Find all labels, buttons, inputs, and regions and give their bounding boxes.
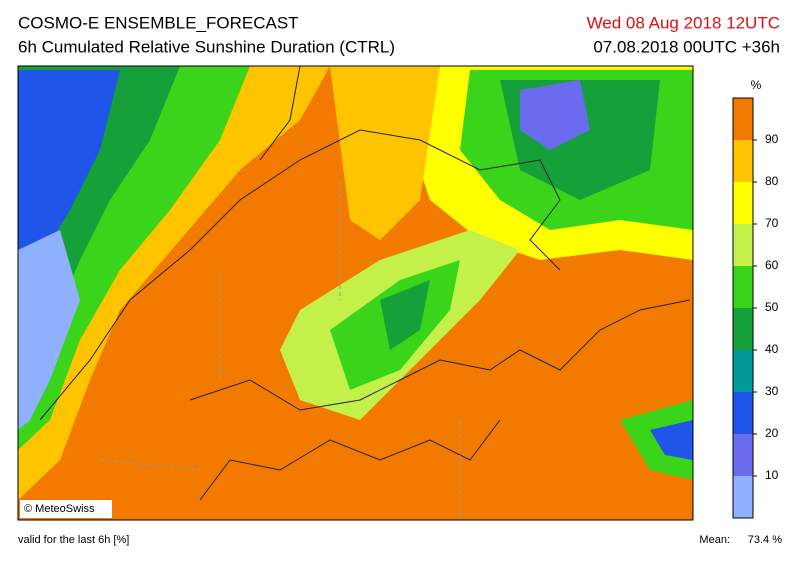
colorbar-tick-label: 60 <box>765 258 779 272</box>
colorbar-tick-label: 20 <box>765 426 779 440</box>
colorbar-tick-label: 90 <box>765 132 779 146</box>
valid-time: Wed 08 Aug 2018 12UTC <box>587 13 780 32</box>
colorbar-bin <box>733 308 753 350</box>
colorbar-unit: % <box>751 78 762 92</box>
copyright: © MeteoSwiss <box>24 503 95 515</box>
map-frame <box>17 65 694 521</box>
mean-value: 73.4 % <box>748 534 782 546</box>
colorbar-tick-label: 50 <box>765 300 779 314</box>
subtitle: 6h Cumulated Relative Sunshine Duration … <box>18 37 395 56</box>
colorbar-tick-label: 40 <box>765 342 779 356</box>
colorbar-bin <box>733 140 753 182</box>
footnote: valid for the last 6h [%] <box>18 534 129 546</box>
colorbar-tick-label: 80 <box>765 174 779 188</box>
colorbar-bin <box>733 476 753 518</box>
colorbar-bin <box>733 350 753 392</box>
colorbar: 10 20 30 40 50 60 70 80 90 <box>732 97 779 519</box>
colorbar-tick-label: 30 <box>765 384 779 398</box>
colorbar-bin <box>733 224 753 266</box>
colorbar-tick-label: 10 <box>765 468 779 482</box>
colorbar-bin <box>733 182 753 224</box>
mean-label: Mean: <box>699 534 730 546</box>
colorbar-tick-label: 70 <box>765 216 779 230</box>
title: COSMO-E ENSEMBLE_FORECAST <box>18 13 299 32</box>
colorbar-bin <box>733 266 753 308</box>
colorbar-bin <box>733 98 753 140</box>
run-time: 07.08.2018 00UTC +36h <box>593 37 780 56</box>
map: © MeteoSwiss <box>17 65 694 521</box>
colorbar-bin <box>733 392 753 434</box>
colorbar-bin <box>733 434 753 476</box>
